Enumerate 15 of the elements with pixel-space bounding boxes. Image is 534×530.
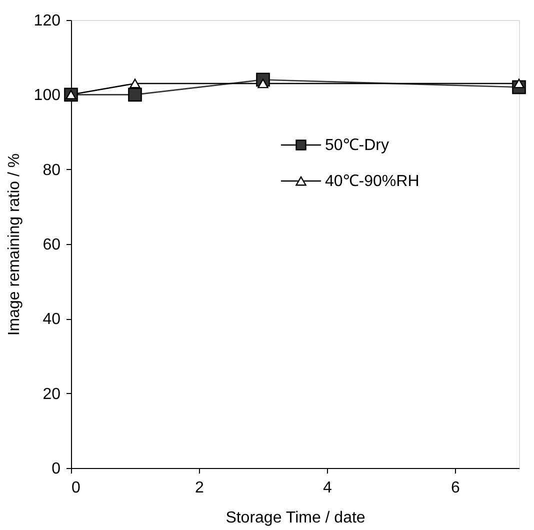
y-tick-label: 60 — [42, 236, 61, 254]
y-tick-label: 20 — [42, 386, 61, 403]
x-tick-label: 0 — [72, 480, 80, 496]
x-axis-title: Storage Time / date — [226, 510, 366, 526]
y-tick-label: 100 — [34, 87, 61, 104]
x-tick-label: 4 — [323, 480, 332, 496]
y-tick-label: 0 — [52, 460, 61, 478]
legend-label: 40℃-90%RH — [325, 173, 420, 190]
y-tick-label: 120 — [34, 12, 61, 30]
x-tick-label: 6 — [451, 480, 460, 496]
legend-label: 50℃-Dry — [325, 137, 390, 154]
y-axis-title: Image remaining ratio / % — [6, 153, 23, 336]
y-tick-label: 80 — [42, 162, 61, 179]
x-tick-label: 2 — [195, 480, 204, 496]
y-tick-label: 40 — [42, 311, 61, 328]
